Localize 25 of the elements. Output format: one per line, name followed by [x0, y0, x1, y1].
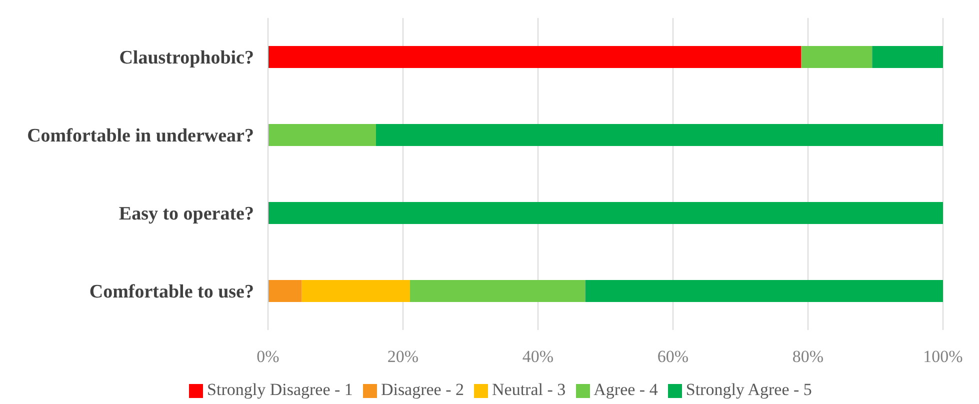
x-tick-label: 100% — [923, 347, 963, 366]
x-tick-label: 80% — [792, 347, 824, 366]
legend-label: Strongly Disagree - 1 — [207, 380, 353, 399]
x-tick-label: 20% — [387, 347, 419, 366]
x-tick-label: 0% — [256, 347, 280, 366]
legend-label: Strongly Agree - 5 — [686, 380, 812, 399]
y-tick-label: Claustrophobic? — [119, 48, 254, 69]
bar — [872, 46, 943, 68]
bar — [268, 202, 943, 224]
x-tick-label: 40% — [522, 347, 554, 366]
x-tick-label: 60% — [657, 347, 689, 366]
y-tick-label: Comfortable in underwear? — [27, 126, 254, 147]
bar — [268, 46, 802, 68]
y-tick-label: Easy to operate? — [118, 204, 254, 225]
bar — [268, 124, 376, 146]
bar — [410, 280, 586, 302]
legend-label: Agree - 4 — [594, 380, 658, 399]
bar — [585, 280, 943, 302]
y-tick-label: Comfortable to use? — [89, 282, 254, 303]
bar — [268, 280, 302, 302]
bar — [801, 46, 872, 68]
bar — [302, 280, 410, 302]
bar — [376, 124, 943, 146]
legend-label: Neutral - 3 — [492, 380, 566, 399]
legend-label: Disagree - 2 — [380, 380, 464, 399]
